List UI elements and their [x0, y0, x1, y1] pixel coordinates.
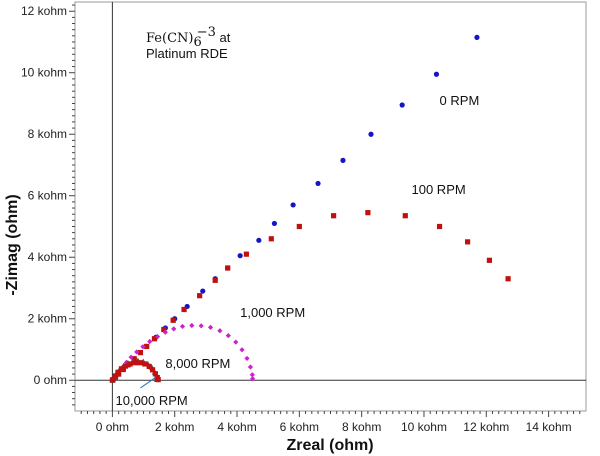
y-tick-label: 8 kohm [28, 127, 67, 141]
data-point [147, 338, 153, 345]
data-point [340, 157, 346, 163]
data-point [137, 360, 143, 366]
series-annotation: 1,000 RPM [240, 305, 305, 320]
data-point [127, 361, 133, 367]
y-tick-label: 6 kohm [28, 189, 67, 203]
data-point [399, 102, 405, 108]
x-tick-label: 10 kohm [401, 420, 447, 434]
data-point [122, 363, 129, 369]
data-point [290, 202, 296, 208]
axis-ticks: 0 ohm 2 kohm 4 kohm 6 kohm 8 kohm 10 kohm 12 k… [21, 4, 581, 434]
data-point [474, 34, 480, 40]
data-point [171, 326, 177, 332]
data-point [151, 336, 158, 342]
x-tick-label: 14 kohm [526, 420, 572, 434]
data-point [402, 213, 408, 219]
x-axis-title: Zreal (ohm) [286, 437, 373, 454]
series-annotation: 10,000 RPM [116, 393, 188, 408]
x-tick-label: 4 kohm [217, 420, 256, 434]
data-point [436, 223, 443, 230]
data-point [134, 349, 140, 355]
data-point [118, 366, 125, 372]
data-point [137, 349, 144, 356]
data-point [249, 372, 255, 378]
data-point [271, 220, 278, 227]
data-point [243, 251, 249, 257]
data-point [198, 323, 204, 329]
data-point [181, 306, 187, 313]
chart-title: Fe(CN)6−3 at [146, 25, 231, 50]
data-point [225, 265, 231, 271]
y-tick-label: 12 kohm [21, 4, 67, 18]
data-point [237, 253, 243, 259]
data-point [368, 131, 374, 137]
data-point [132, 360, 138, 366]
x-tick-label: 0 ohm [96, 420, 129, 434]
data-point [212, 277, 218, 283]
data-point [189, 322, 195, 329]
data-point [142, 361, 148, 367]
data-point [315, 180, 321, 187]
data-point [207, 324, 214, 330]
x-tick-label: 12 kohm [463, 420, 509, 434]
series-annotation: 0 RPM [440, 93, 480, 108]
chart-subtitle: Platinum RDE [146, 46, 228, 61]
data-point [256, 237, 262, 243]
data-point [197, 293, 203, 299]
data-point [110, 377, 116, 383]
series-annotation: 8,000 RPM [165, 356, 230, 371]
data-point [200, 288, 206, 294]
series-annotation: 100 RPM [412, 182, 466, 197]
data-point [152, 371, 158, 377]
data-point [464, 239, 471, 245]
y-axis-title: -Zimag (ohm) [4, 194, 21, 295]
data-point [170, 317, 176, 323]
data-point [144, 343, 150, 350]
data-point [233, 339, 239, 345]
data-point [505, 276, 511, 282]
data-points [109, 34, 511, 383]
y-tick-label: 10 kohm [21, 66, 67, 80]
y-tick-label: 4 kohm [28, 250, 67, 264]
y-tick-label: 2 kohm [28, 312, 67, 326]
data-point [486, 257, 493, 263]
x-tick-label: 2 kohm [155, 420, 194, 434]
data-point [247, 364, 254, 370]
data-point [331, 213, 337, 219]
data-point [146, 363, 152, 370]
x-tick-label: 8 kohm [342, 420, 381, 434]
data-point [161, 326, 167, 333]
x-tick-label: 6 kohm [280, 420, 319, 434]
data-point [433, 71, 440, 77]
data-point [131, 356, 137, 362]
data-point [112, 373, 118, 379]
data-point [179, 323, 186, 330]
data-point [239, 347, 245, 353]
data-point [162, 329, 168, 335]
annotations: 0 RPM 100 RPM 1,000 RPM 8,000 RPM 10,000 RPM [116, 93, 480, 408]
data-point [155, 377, 161, 383]
data-point [140, 344, 146, 350]
data-point [244, 355, 250, 362]
data-point [225, 333, 231, 339]
data-point [268, 236, 274, 242]
data-point [250, 376, 256, 382]
data-point [128, 354, 134, 360]
data-point [217, 328, 223, 334]
data-point [365, 210, 371, 216]
data-point [154, 333, 161, 340]
data-point [296, 223, 302, 230]
data-point [115, 369, 121, 375]
data-point [149, 367, 156, 373]
y-tick-label: 0 ohm [34, 373, 67, 387]
annotation-arrow [140, 376, 157, 389]
